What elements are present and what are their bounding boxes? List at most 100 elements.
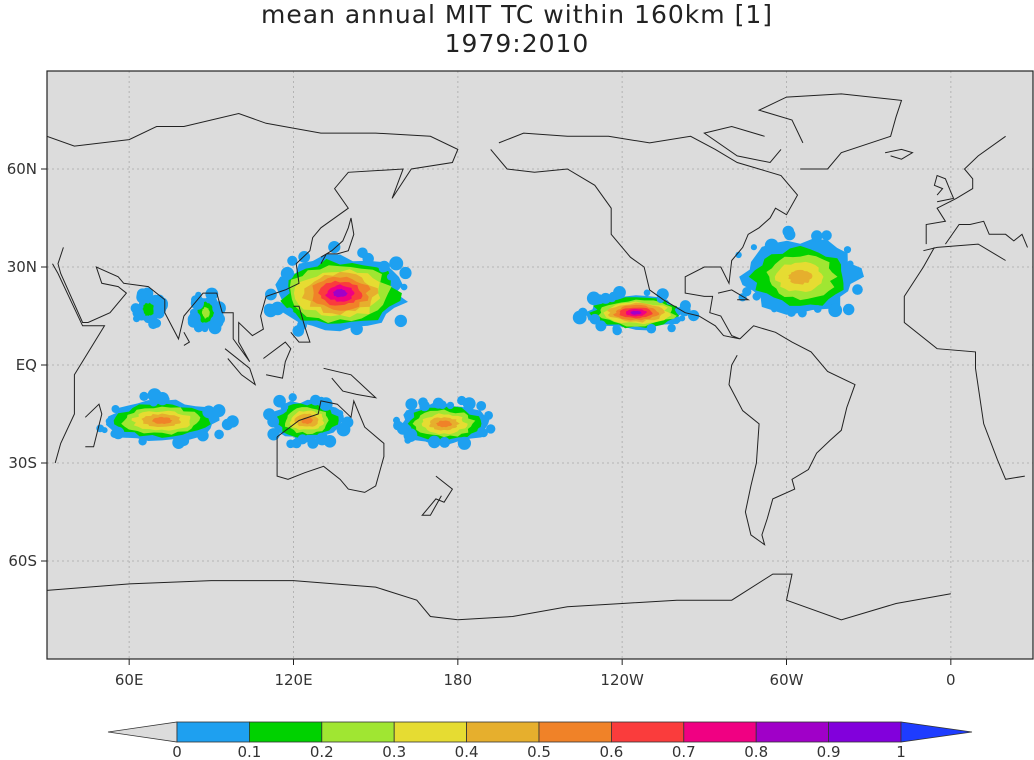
tc-track-dot xyxy=(771,306,778,313)
tc-region-bay-of-bengal xyxy=(187,287,226,335)
tc-track-dot xyxy=(197,433,204,440)
tc-track-dot xyxy=(831,303,841,313)
tc-track-dot xyxy=(285,307,294,316)
tc-track-dot xyxy=(786,307,797,317)
tc-track-dot xyxy=(202,405,216,419)
tc-track-dot xyxy=(208,321,222,335)
tc-track-dot xyxy=(214,429,224,440)
tc-region-south-indian-ocean xyxy=(96,388,239,450)
tc-track-dot xyxy=(486,424,496,434)
tc-track-dot xyxy=(782,225,795,238)
coast-new-guinea xyxy=(323,367,378,399)
tc-track-dot xyxy=(288,393,297,402)
colorbar-label: 0.8 xyxy=(744,743,768,760)
tc-track-dot xyxy=(656,288,669,301)
x-tick-label: 60E xyxy=(115,671,144,689)
tc-track-dot xyxy=(843,303,855,316)
tc-track-dot xyxy=(821,230,832,241)
tc-track-dot xyxy=(405,398,418,411)
tc-track-dot xyxy=(297,434,308,445)
colorbar-under-triangle xyxy=(107,721,178,743)
tc-track-dot xyxy=(813,305,822,313)
x-tick-label: 60W xyxy=(770,671,804,689)
tc-track-dot xyxy=(315,432,329,446)
tc-track-dot xyxy=(843,246,852,254)
colorbar-label: 0 xyxy=(172,743,182,760)
tc-track-dot xyxy=(153,302,167,316)
tc-track-dot xyxy=(138,437,147,446)
tc-track-dot xyxy=(600,292,612,304)
tc-track-dot xyxy=(764,238,779,253)
map-background xyxy=(47,71,1033,659)
tc-track-dot xyxy=(399,266,412,280)
tc-track-dot xyxy=(476,401,487,411)
coast-uk xyxy=(933,174,955,203)
tc-track-dot xyxy=(362,252,374,265)
title-line-1: mean annual MIT TC within 160km [1] xyxy=(261,0,773,29)
coast-eurasia xyxy=(47,112,459,362)
colorbar-segment xyxy=(321,721,395,743)
x-tick-label: 0 xyxy=(946,671,956,689)
coast-eurasia xyxy=(944,220,1028,248)
colorbar-label: 0.3 xyxy=(382,743,406,760)
coast-south-america xyxy=(728,325,856,546)
tc-track-dot xyxy=(151,318,162,328)
tc-track-dot xyxy=(111,405,120,413)
tc-track-dot xyxy=(852,284,863,295)
colorbar-label: 0.1 xyxy=(237,743,261,760)
x-axis: 60E 120E 180 120W 60W 0 xyxy=(115,659,956,689)
tc-track-dot xyxy=(350,322,363,336)
tc-track-dot xyxy=(280,266,294,281)
tc-track-dot xyxy=(595,320,607,332)
tc-track-dot xyxy=(139,391,149,401)
colorbar-label: 0.2 xyxy=(310,743,334,760)
tc-track-dot xyxy=(187,316,199,328)
tc-track-dot xyxy=(280,403,289,411)
colorbar-segment xyxy=(828,721,902,743)
title-line-2: 1979:2010 xyxy=(444,29,590,58)
tc-track-dot xyxy=(172,436,185,450)
tc-contour-band xyxy=(152,416,173,424)
colorbar-segment xyxy=(176,721,250,743)
tc-region-western-north-pacific xyxy=(263,241,412,337)
x-tick-label: 120W xyxy=(600,671,644,689)
colorbar-over-triangle xyxy=(900,721,973,743)
tc-track-dot xyxy=(287,255,298,266)
tc-track-dot xyxy=(221,418,234,431)
tc-track-dot xyxy=(105,417,113,425)
tc-track-dot xyxy=(572,310,587,325)
tc-track-dot xyxy=(267,428,280,441)
y-axis: 60N 30N EQ 30S 60S xyxy=(7,160,47,570)
tc-track-dot xyxy=(688,310,700,322)
tc-track-dot xyxy=(263,303,275,315)
tc-track-dot xyxy=(386,273,394,281)
tc-track-dot xyxy=(607,294,617,303)
chart-title: mean annual MIT TC within 160km [1] 1979… xyxy=(0,0,1034,58)
tc-track-dot xyxy=(646,323,657,334)
colorbar-segment xyxy=(466,721,540,743)
tc-track-dot xyxy=(269,415,277,422)
tc-region-australia-region xyxy=(263,393,354,449)
tc-track-dot xyxy=(752,292,761,301)
colorbar-segment xyxy=(755,721,830,743)
tc-track-dot xyxy=(336,422,351,437)
tc-track-dot xyxy=(212,404,226,418)
tc-region-north-atlantic xyxy=(735,225,864,318)
tc-track-dot xyxy=(310,394,321,406)
tc-track-dot xyxy=(428,435,441,449)
tc-track-dot xyxy=(396,422,409,435)
tc-track-dot xyxy=(276,305,284,313)
tc-region-arabian-sea xyxy=(130,287,169,330)
colorbar-label: 0.7 xyxy=(672,743,696,760)
tc-track-dot xyxy=(667,323,676,333)
coast-iceland xyxy=(885,148,914,160)
tc-track-dot xyxy=(419,400,430,412)
coast-sumatra xyxy=(224,348,257,386)
tc-track-dot xyxy=(742,287,752,297)
coast-greenland xyxy=(757,93,903,170)
coast-antarctica xyxy=(457,573,951,621)
coast-eurasia xyxy=(925,135,1006,245)
y-tick-label: 30S xyxy=(8,454,37,472)
tc-density-field xyxy=(96,225,864,450)
